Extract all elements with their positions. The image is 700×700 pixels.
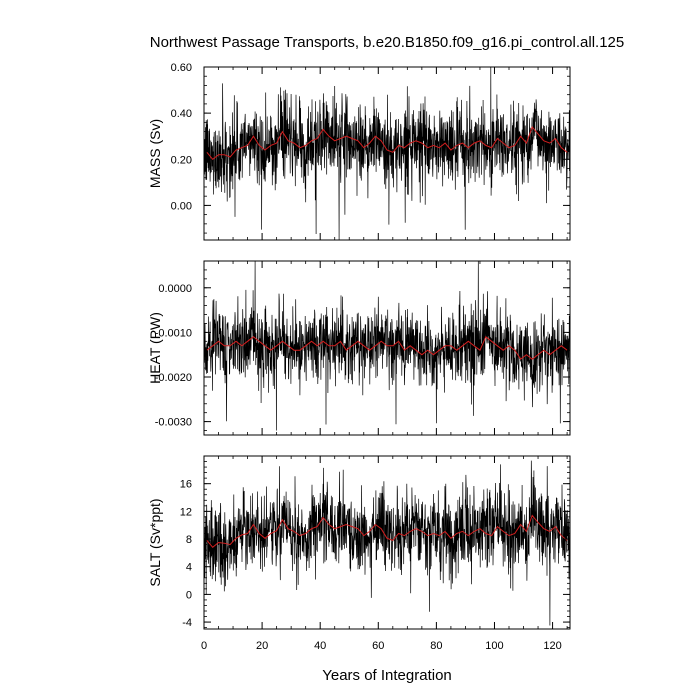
y-tick-label: 4 xyxy=(186,562,192,574)
x-tick-label: 80 xyxy=(430,640,442,652)
y-tick-label: 0.20 xyxy=(171,154,192,166)
y-tick-label: -4 xyxy=(182,617,192,629)
chart-panel-2: -0.0030 -0.0020 -0.0010 0.0000 HEAT (PW) xyxy=(147,260,571,436)
x-tick-label: 0 xyxy=(201,640,207,652)
y-tick-label: 16 xyxy=(180,479,192,491)
x-tick-label: 120 xyxy=(543,640,561,652)
y-tick-label: 8 xyxy=(186,534,192,546)
chart-panel-3: -4 0 4 8 12 16 0 20 40 60 80 100 120 SALT (Sv*ppt) xyxy=(147,455,571,652)
x-axis-title: Years of Integration xyxy=(322,667,452,684)
y-tick-label: -0.0010 xyxy=(155,327,192,339)
chart-panel-1: 0.00 0.20 0.40 0.60 MASS (Sv) xyxy=(147,62,571,241)
annual-mean-line xyxy=(206,514,568,549)
y-axis-title: SALT (Sv*ppt) xyxy=(147,498,163,586)
y-tick-label: 0.60 xyxy=(171,62,192,74)
annual-mean-line xyxy=(206,336,568,360)
monthly-series-line xyxy=(204,67,570,240)
plot-frame xyxy=(203,260,571,436)
annual-mean-line xyxy=(206,126,568,160)
y-axis-title: MASS (Sv) xyxy=(147,119,163,188)
y-axis-title: HEAT (PW) xyxy=(147,312,163,384)
monthly-series-line xyxy=(204,460,570,626)
y-tick-label: 0.00 xyxy=(171,200,192,212)
y-tick-label: 12 xyxy=(180,506,192,518)
y-tick-label: 0 xyxy=(186,589,192,601)
plot-frame xyxy=(203,455,571,630)
y-tick-label: -0.0030 xyxy=(155,417,192,429)
x-tick-label: 20 xyxy=(256,640,268,652)
y-tick-label: 0.40 xyxy=(171,108,192,120)
plot-frame xyxy=(203,66,571,241)
x-tick-label: 60 xyxy=(372,640,384,652)
y-tick-label: -0.0020 xyxy=(155,372,192,384)
x-tick-label: 100 xyxy=(485,640,503,652)
x-tick-label: 40 xyxy=(314,640,326,652)
monthly-series-line xyxy=(204,261,570,431)
figure-title: Northwest Passage Transports, b.e20.B185… xyxy=(150,34,624,51)
y-tick-label: 0.0000 xyxy=(158,283,192,295)
